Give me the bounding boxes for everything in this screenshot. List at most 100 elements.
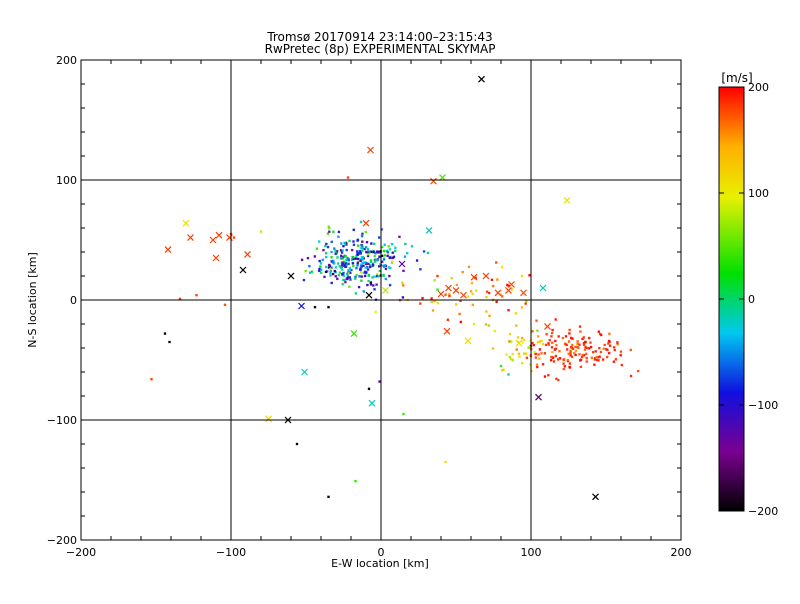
data-point-dot bbox=[619, 350, 623, 354]
data-point-dot bbox=[488, 314, 491, 318]
data-point-dot bbox=[507, 308, 510, 312]
data-point-dot bbox=[223, 303, 227, 307]
data-point-dot bbox=[336, 255, 339, 259]
data-point-dot bbox=[318, 265, 322, 269]
data-point-dot bbox=[384, 267, 388, 271]
data-point-dot bbox=[521, 340, 525, 344]
data-point-dot bbox=[589, 341, 592, 344]
data-point-dot bbox=[390, 260, 394, 264]
data-point-cross bbox=[437, 290, 445, 298]
data-point-dot bbox=[514, 324, 518, 328]
data-point-dot bbox=[359, 279, 363, 283]
data-point-dot bbox=[576, 346, 580, 350]
data-point-dot bbox=[538, 348, 542, 351]
data-point-dot bbox=[509, 340, 513, 344]
data-point-dot bbox=[499, 364, 503, 368]
data-point-dot bbox=[371, 284, 375, 287]
data-point-dot bbox=[511, 352, 515, 356]
data-point-dot bbox=[565, 343, 569, 347]
data-point-dot bbox=[327, 230, 331, 234]
data-point-dot bbox=[344, 280, 347, 284]
data-point-dot bbox=[515, 348, 519, 351]
data-point-dot bbox=[565, 347, 569, 351]
data-point-dot bbox=[343, 263, 346, 267]
data-point-dot bbox=[615, 341, 619, 344]
data-point-dot bbox=[377, 274, 381, 278]
data-point-dot bbox=[358, 267, 362, 271]
data-point-dot bbox=[347, 257, 350, 261]
data-point-dot bbox=[310, 270, 314, 274]
data-point-dot bbox=[348, 266, 352, 270]
data-point-dot bbox=[380, 245, 384, 249]
data-point-dot bbox=[340, 251, 344, 254]
data-point-dot bbox=[317, 240, 321, 243]
data-point-dot bbox=[580, 355, 584, 359]
data-point-dot bbox=[354, 266, 358, 270]
data-point-dot bbox=[382, 249, 386, 253]
data-point-dot bbox=[410, 244, 414, 248]
data-point-dot bbox=[578, 343, 581, 347]
data-point-dot bbox=[342, 244, 345, 248]
data-point-dot bbox=[520, 306, 524, 309]
data-point-dot bbox=[330, 281, 334, 285]
data-point-dot bbox=[354, 292, 358, 295]
data-point-dot bbox=[543, 375, 547, 379]
data-point-dot bbox=[474, 289, 478, 293]
data-point-cross bbox=[539, 284, 547, 292]
data-point-dot bbox=[599, 350, 603, 354]
data-point-cross bbox=[226, 234, 233, 242]
data-point-dot bbox=[337, 273, 341, 277]
data-point-dot bbox=[330, 240, 334, 244]
data-point-dot bbox=[401, 296, 405, 299]
data-point-dot bbox=[352, 243, 356, 247]
data-point-dot bbox=[549, 355, 553, 359]
data-point-dot bbox=[344, 258, 348, 262]
data-point-dot bbox=[469, 289, 473, 293]
data-point-dot bbox=[356, 261, 360, 265]
data-point-dot bbox=[564, 334, 568, 338]
data-point-dot bbox=[324, 251, 328, 255]
data-point-dot bbox=[339, 254, 343, 258]
data-point-cross bbox=[244, 250, 251, 258]
data-point-dot bbox=[360, 243, 364, 247]
data-point-dot bbox=[319, 271, 323, 275]
data-point-cross bbox=[460, 291, 467, 299]
data-point-dot bbox=[629, 374, 633, 378]
data-point-dot bbox=[178, 297, 182, 301]
data-point-dot bbox=[327, 495, 330, 499]
data-point-dot bbox=[517, 355, 521, 359]
data-point-dot bbox=[328, 264, 332, 268]
colorbar-tick-label: −200 bbox=[748, 505, 778, 518]
data-point-dot bbox=[571, 347, 575, 351]
data-point-dot bbox=[487, 291, 491, 295]
data-point-dot bbox=[375, 258, 379, 262]
data-point-dot bbox=[430, 300, 434, 304]
x-tick-label: −200 bbox=[66, 546, 96, 559]
data-point-dot bbox=[582, 343, 586, 347]
data-point-dot bbox=[360, 246, 364, 250]
data-point-dot bbox=[603, 343, 607, 347]
data-point-dot bbox=[459, 320, 463, 324]
data-point-dot bbox=[348, 239, 351, 243]
data-point-dot bbox=[567, 352, 571, 356]
data-point-dot bbox=[629, 348, 633, 352]
data-point-dot bbox=[544, 343, 548, 347]
data-point-dot bbox=[531, 329, 534, 333]
data-point-dot bbox=[553, 339, 557, 343]
data-point-cross bbox=[520, 289, 527, 297]
data-point-dot bbox=[569, 336, 573, 340]
data-point-dot bbox=[487, 324, 491, 328]
data-point-dot bbox=[431, 308, 435, 312]
data-point-dot bbox=[589, 345, 593, 349]
data-point-dot bbox=[356, 264, 359, 267]
data-point-dot bbox=[569, 345, 573, 349]
data-point-dot bbox=[557, 334, 561, 338]
data-point-dot bbox=[511, 358, 515, 362]
data-point-dot bbox=[150, 377, 153, 381]
data-point-dot bbox=[387, 244, 391, 248]
data-point-cross bbox=[425, 226, 433, 234]
data-point-dot bbox=[491, 347, 495, 350]
data-point-dot bbox=[337, 235, 340, 239]
y-tick-label: −100 bbox=[47, 414, 77, 427]
data-point-dot bbox=[387, 265, 391, 269]
